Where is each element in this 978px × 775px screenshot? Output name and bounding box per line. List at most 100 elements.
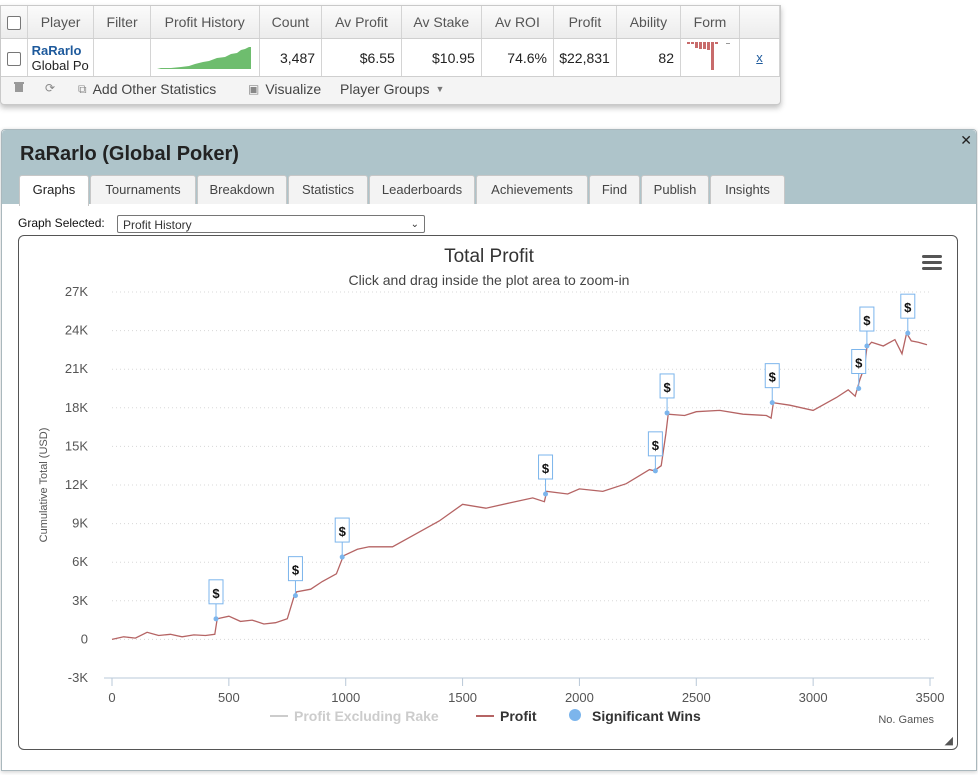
win-flag[interactable] [287, 556, 303, 582]
win-flag-label: $ [663, 380, 671, 395]
close-icon[interactable]: ✕ [960, 132, 972, 148]
row-checkbox-cell[interactable] [1, 38, 28, 77]
header-profit-history[interactable]: Profit History [150, 6, 260, 39]
win-flag-label: $ [855, 356, 863, 371]
header-player[interactable]: Player [27, 6, 95, 39]
graph-select-dropdown[interactable]: Profit History ⌄ [117, 215, 425, 233]
win-flag[interactable] [764, 363, 780, 389]
win-flag[interactable] [900, 293, 916, 319]
select-all-checkbox[interactable] [6, 16, 21, 31]
y-tick-label: 9K [72, 516, 88, 531]
win-flag[interactable] [538, 454, 554, 480]
count-cell: 3,487 [259, 38, 323, 77]
win-flag-label: $ [769, 370, 777, 385]
x-tick-label: 3000 [799, 690, 828, 705]
legend-item-profit[interactable]: Profit [500, 708, 537, 724]
stats-toolbar: ⟳ ⧉ Add Other Statistics ▣ Visualize Pla… [1, 74, 780, 102]
chart-subtitle: Click and drag inside the plot area to z… [349, 272, 630, 288]
player-name-link[interactable]: RaRarlo [31, 42, 82, 58]
profit-history-sparkline-svg [156, 47, 251, 69]
add-other-statistics-label: Add Other Statistics [92, 81, 217, 97]
add-stats-icon: ⧉ [78, 81, 87, 96]
chart-menu-icon[interactable] [922, 255, 942, 270]
resize-handle-icon[interactable]: ◢ [944, 735, 953, 747]
image-icon: ▣ [248, 82, 260, 96]
y-tick-label: 12K [65, 477, 88, 492]
row-checkbox[interactable] [6, 51, 21, 66]
refresh-button[interactable]: ⟳ [45, 81, 55, 95]
caret-down-icon: ▼ [435, 84, 445, 94]
win-flag-label: $ [292, 563, 300, 578]
header-filter[interactable]: Filter [93, 6, 151, 39]
x-tick-label: 3500 [916, 690, 945, 705]
av-stake-cell: $10.95 [401, 38, 482, 77]
av-roi-cell: 74.6% [481, 38, 555, 77]
graph-selected-label: Graph Selected: [18, 216, 105, 230]
win-flag-label: $ [212, 586, 220, 601]
tab-breakdown[interactable]: Breakdown [197, 175, 287, 204]
win-flag[interactable] [647, 431, 663, 457]
tab-leaderboards[interactable]: Leaderboards [369, 175, 475, 204]
win-flag-label: $ [339, 524, 347, 539]
header-av-roi[interactable]: Av ROI [481, 6, 555, 39]
stats-panel: Player Filter Profit History Count Av Pr… [0, 5, 781, 105]
y-tick-label: 0 [81, 631, 88, 646]
stats-table: Player Filter Profit History Count Av Pr… [1, 6, 781, 77]
ability-cell: 82 [616, 38, 681, 77]
profit-history-sparkline [150, 38, 260, 77]
x-tick-label: 1500 [448, 690, 477, 705]
header-profit[interactable]: Profit [553, 6, 617, 39]
player-groups-dropdown[interactable]: Player Groups ▼ [340, 81, 444, 97]
tab-tournaments[interactable]: Tournaments [90, 175, 196, 204]
chart-title: Total Profit [444, 246, 534, 267]
header-av-stake[interactable]: Av Stake [401, 6, 482, 39]
header-form[interactable]: Form [680, 6, 740, 39]
select-all-header[interactable] [1, 6, 28, 39]
y-tick-label: 3K [72, 593, 88, 608]
visualize-label: Visualize [265, 81, 322, 97]
add-other-statistics-button[interactable]: ⧉ Add Other Statistics [78, 81, 216, 97]
delete-button[interactable] [13, 81, 25, 93]
x-tick-label: 1000 [331, 690, 360, 705]
remove-cell: x [739, 38, 781, 77]
legend-symbol-significant-wins[interactable] [569, 709, 581, 721]
profit-series-line[interactable] [111, 331, 928, 641]
tab-insights[interactable]: Insights [710, 175, 785, 204]
tab-statistics[interactable]: Statistics [288, 175, 368, 204]
chevron-down-icon: ⌄ [410, 219, 419, 230]
tab-graphs[interactable]: Graphs [19, 175, 89, 206]
header-av-profit[interactable]: Av Profit [321, 6, 402, 39]
visualize-button[interactable]: ▣ Visualize [248, 81, 321, 97]
header-count[interactable]: Count [259, 6, 323, 39]
refresh-icon: ⟳ [45, 81, 56, 95]
win-flag[interactable] [851, 349, 867, 374]
win-flag[interactable] [208, 579, 224, 605]
win-flag[interactable] [659, 373, 675, 399]
panel-header: RaRarlo (Global Poker) ✕ Graphs Tourname… [2, 130, 976, 206]
x-tick-label: 2500 [682, 690, 711, 705]
tab-achievements[interactable]: Achievements [476, 175, 588, 204]
legend-item-profit-excluding-rake[interactable]: Profit Excluding Rake [294, 708, 439, 724]
tab-find[interactable]: Find [589, 175, 640, 204]
form-chart [680, 38, 740, 77]
chart-container[interactable]: -3K 0 3K 6K 9K 12K 15K 18K 21K 24K 27K 0 500 1000 1500… [18, 235, 958, 750]
win-flag-label: $ [652, 438, 660, 453]
header-ability[interactable]: Ability [616, 6, 681, 39]
x-tick-label: 2000 [565, 690, 594, 705]
remove-player-link[interactable]: x [756, 50, 763, 65]
y-tick-label: 18K [65, 400, 88, 415]
y-tick-label: 21K [65, 361, 88, 376]
filter-cell [93, 38, 151, 77]
win-flag[interactable] [859, 306, 875, 332]
win-flag-label: $ [904, 300, 912, 315]
panel-title: RaRarlo (Global Poker) [20, 143, 239, 165]
legend-item-significant-wins[interactable]: Significant Wins [592, 708, 701, 724]
tab-publish[interactable]: Publish [641, 175, 709, 204]
player-cell: RaRarlo Global Po [27, 38, 95, 77]
form-chart-svg [686, 42, 730, 70]
profit-cell: $22,831 [553, 38, 617, 77]
player-site: Global Po [31, 57, 89, 73]
x-tick-label: 0 [108, 690, 115, 705]
win-flag[interactable] [334, 517, 350, 543]
